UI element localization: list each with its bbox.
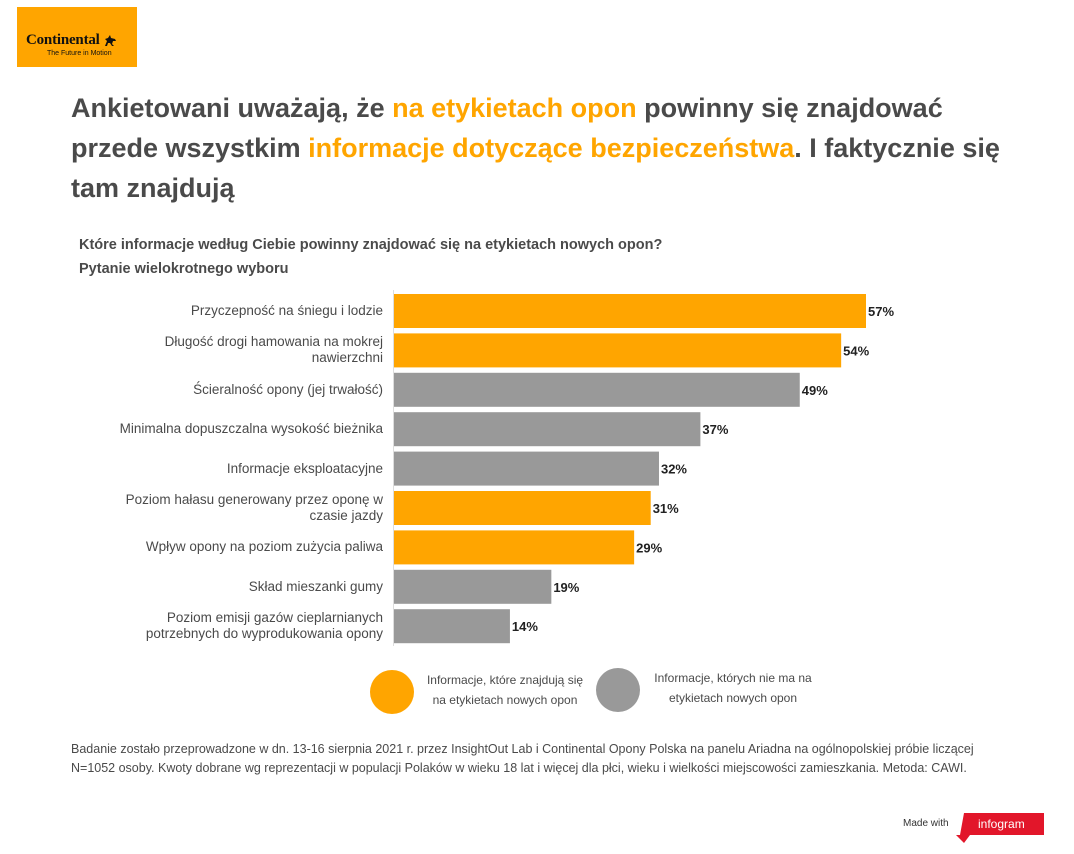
- bar-value-label-6: 31%: [653, 501, 679, 516]
- methodology-footnote: Badanie zostało przeprowadzone w dn. 13-…: [71, 742, 974, 775]
- category-label-4-line-1: Minimalna dopuszczalna wysokość bieżnika: [119, 421, 383, 437]
- headline-part-1: Ankietowani uważają, że: [71, 93, 393, 123]
- legend-not-on-label-line-1: Informacje, których nie ma na: [654, 671, 812, 685]
- category-label-6-line-2: czasie jazdy: [309, 508, 383, 523]
- brand-tagline: The Future in Motion: [47, 50, 112, 57]
- bar-4: [394, 412, 701, 447]
- continental-logo: Continental The Future in Motion: [17, 7, 137, 67]
- bar-1: [394, 294, 866, 328]
- category-label-3-line-1: Ścieralność opony (jej trwałość): [193, 381, 383, 397]
- headline-highlight-2: informacje dotyczące bezpieczeństwa: [308, 133, 795, 163]
- bar-value-label-3: 49%: [802, 383, 828, 398]
- category-label-1-line-1: Przyczepność na śniegu i lodzie: [190, 303, 383, 318]
- bar-6: [394, 491, 651, 525]
- bar-5: [394, 451, 659, 486]
- legend-on-label-line-2: na etykietach nowych opon: [432, 693, 578, 707]
- category-label-6-line-1: Poziom hałasu generowany przez oponę w: [125, 492, 383, 507]
- brand-name: Continental: [26, 33, 137, 48]
- category-label-5: Informacje eksploatacyjne: [83, 461, 383, 477]
- legend-on-label-line-1: Informacje, które znajdują się: [426, 673, 584, 687]
- infogram-flag-shape: [956, 813, 1044, 843]
- legend-label-not-on-label: Informacje, których nie ma na etykietach…: [640, 668, 826, 708]
- category-label-5-line-1: Informacje eksploatacyjne: [226, 460, 383, 476]
- category-label-3: Ścieralność opony (jej trwałość): [83, 382, 383, 398]
- infogram-logo-text: infogram: [978, 817, 1025, 831]
- legend-label-on-label: Informacje, które znajdują się na etykie…: [410, 670, 600, 710]
- bar-value-label-5: 32%: [661, 462, 687, 477]
- headline-part-3: . I faktycznie się tam znajdują: [71, 133, 1000, 203]
- category-label-9: Poziom emisji gazów cieplarnianych potrze…: [83, 610, 383, 642]
- bar-2: [394, 333, 842, 368]
- category-label-8-line-1: Skład mieszanki gumy: [248, 578, 383, 594]
- legend-swatch-not-on-label: [596, 668, 640, 712]
- brand-wordmark: Continental: [26, 32, 100, 48]
- bar-value-label-2: 54%: [843, 343, 869, 358]
- bar-7: [394, 530, 635, 565]
- category-label-1: Przyczepność na śniegu i lodzie: [83, 303, 383, 319]
- category-label-9-line-2: potrzebnych do wyprodukowania opony: [145, 626, 383, 642]
- made-with-text: Made with: [903, 818, 949, 829]
- bar-chart: 57% 54% 49% 37% 32% 31% 29% 19% 14%: [393, 290, 894, 646]
- headline-part-2: powinny się znajdować przede wszystkim: [71, 93, 943, 163]
- legend-not-on-label-line-2: etykietach nowych opon: [668, 691, 798, 705]
- bar-value-label-4: 37%: [702, 422, 728, 437]
- legend-swatch-on-label: [370, 670, 414, 714]
- category-label-6: Poziom hałasu generowany przez oponę w cz…: [83, 492, 383, 524]
- horse-icon: [104, 34, 116, 46]
- question-text: Które informacje według Ciebie powinny z…: [79, 237, 663, 253]
- category-label-2-line-1: Długość drogi hamowania na mokrej: [164, 334, 383, 350]
- bar-value-label-1: 57%: [868, 304, 894, 319]
- headline-highlight-1: na etykietach opon: [392, 93, 637, 123]
- bar-value-label-9: 14%: [512, 619, 538, 634]
- bars-group: 57% 54% 49% 37% 32% 31% 29% 19% 14%: [394, 294, 894, 644]
- category-label-2: Długość drogi hamowania na mokrej nawierz…: [83, 334, 383, 366]
- category-label-8: Skład mieszanki gumy: [83, 579, 383, 595]
- bar-value-label-8: 19%: [553, 580, 579, 595]
- question-subtitle: Pytanie wielokrotnego wyboru: [79, 261, 289, 277]
- infogram-badge[interactable]: infogram: [956, 813, 1044, 843]
- bar-9: [394, 609, 510, 644]
- category-label-7-line-1: Wpływ opony na poziom zużycia paliwa: [145, 539, 383, 555]
- bar-3: [394, 372, 800, 407]
- category-label-7: Wpływ opony na poziom zużycia paliwa: [83, 539, 383, 555]
- page-title: Ankietowani uważają, że na etykietach op…: [71, 88, 1011, 208]
- chart-question: Które informacje według Ciebie powinny z…: [79, 233, 662, 281]
- bar-value-label-7: 29%: [636, 540, 662, 555]
- category-label-2-line-2: nawierzchni: [311, 350, 383, 366]
- bar-8: [394, 569, 552, 604]
- category-label-4: Minimalna dopuszczalna wysokość bieżnika: [83, 421, 383, 437]
- category-label-9-line-1: Poziom emisji gazów cieplarnianych: [166, 610, 383, 626]
